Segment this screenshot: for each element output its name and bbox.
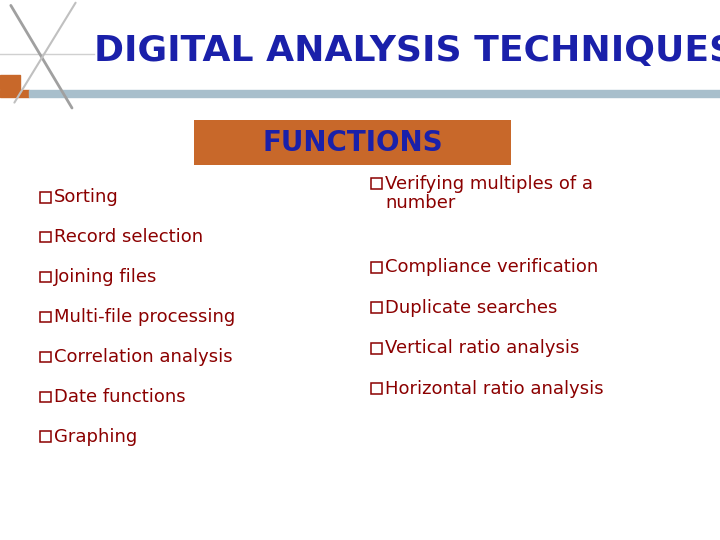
FancyBboxPatch shape bbox=[194, 120, 511, 165]
Text: Record selection: Record selection bbox=[54, 228, 203, 246]
Text: DIGITAL ANALYSIS TECHNIQUES: DIGITAL ANALYSIS TECHNIQUES bbox=[94, 35, 720, 68]
Text: Date functions: Date functions bbox=[54, 388, 186, 406]
Bar bbox=[40, 312, 51, 322]
Text: Sorting: Sorting bbox=[54, 188, 119, 206]
Text: Graphing: Graphing bbox=[54, 428, 138, 446]
Bar bbox=[40, 431, 51, 442]
Bar bbox=[40, 272, 51, 282]
Bar bbox=[29, 90, 720, 97]
Text: Duplicate searches: Duplicate searches bbox=[385, 299, 557, 317]
Text: Multi-file processing: Multi-file processing bbox=[54, 308, 235, 326]
Bar bbox=[40, 352, 51, 362]
Bar bbox=[371, 383, 382, 394]
Bar bbox=[40, 232, 51, 242]
Text: Joining files: Joining files bbox=[54, 268, 158, 286]
Bar bbox=[371, 302, 382, 313]
Bar bbox=[371, 262, 382, 273]
Bar bbox=[40, 192, 51, 202]
Text: Correlation analysis: Correlation analysis bbox=[54, 348, 233, 366]
Text: Verifying multiples of a: Verifying multiples of a bbox=[385, 174, 593, 193]
Bar bbox=[371, 343, 382, 354]
Text: number: number bbox=[385, 193, 456, 212]
Text: Vertical ratio analysis: Vertical ratio analysis bbox=[385, 339, 580, 357]
Bar bbox=[0, 90, 29, 97]
Text: FUNCTIONS: FUNCTIONS bbox=[263, 129, 443, 157]
Bar bbox=[40, 392, 51, 402]
Text: Compliance verification: Compliance verification bbox=[385, 258, 598, 276]
Bar bbox=[0, 75, 20, 89]
Text: Horizontal ratio analysis: Horizontal ratio analysis bbox=[385, 380, 604, 398]
Bar bbox=[371, 178, 382, 189]
